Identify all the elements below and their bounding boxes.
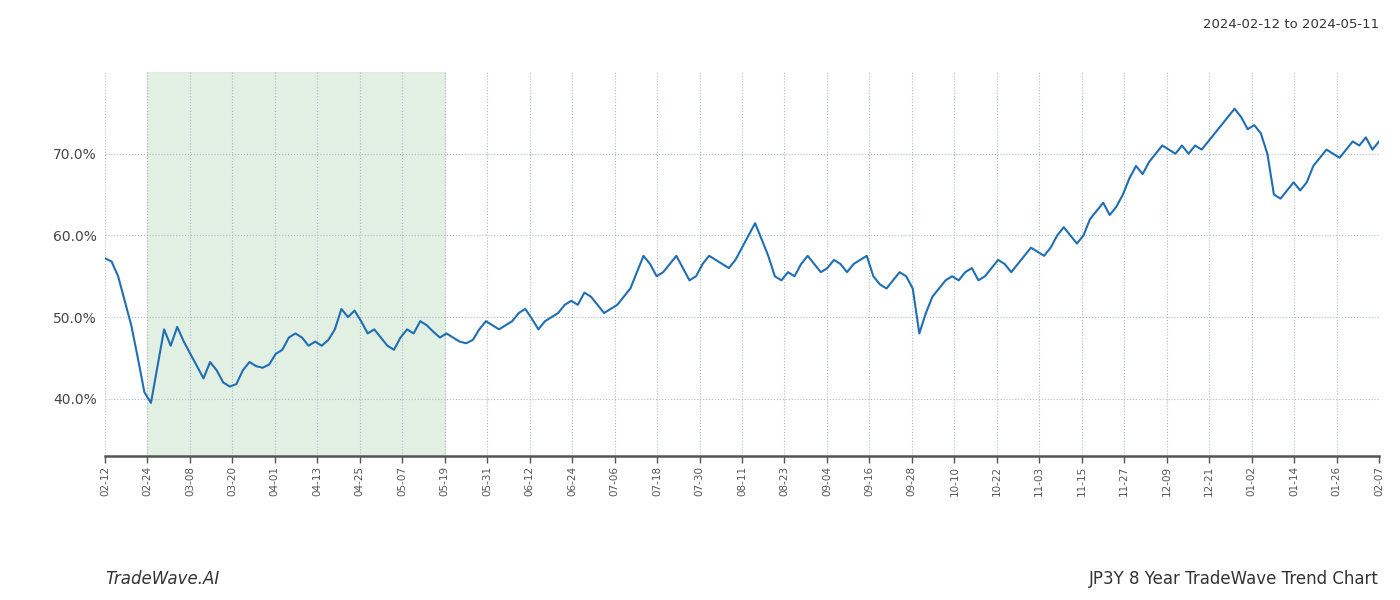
Text: TradeWave.AI: TradeWave.AI <box>105 570 220 588</box>
Text: JP3Y 8 Year TradeWave Trend Chart: JP3Y 8 Year TradeWave Trend Chart <box>1089 570 1379 588</box>
Bar <box>147 72 445 456</box>
Text: 2024-02-12 to 2024-05-11: 2024-02-12 to 2024-05-11 <box>1203 18 1379 31</box>
